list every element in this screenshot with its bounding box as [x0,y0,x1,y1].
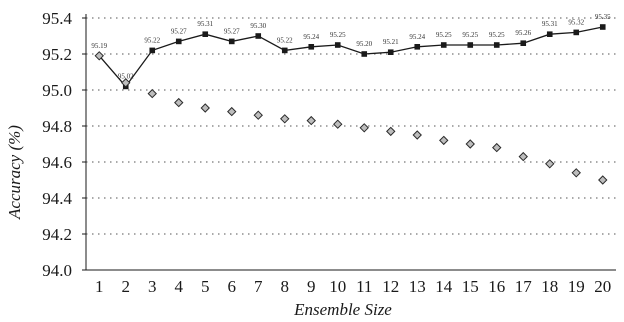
square-marker [387,49,394,55]
data-label: 95.25 [462,31,478,39]
x-tick-label: 14 [435,277,453,296]
square-marker [228,38,235,45]
square-marker [493,42,500,48]
diamond-marker [306,115,316,126]
data-label: 95.27 [224,27,240,35]
diamond-marker [598,175,608,185]
data-label: 95.27 [171,27,187,35]
x-tick-label: 11 [356,277,372,296]
square-marker [414,44,421,50]
y-axis-title: Accuracy (%) [5,125,24,220]
diamond-marker [439,135,449,146]
square-marker [599,24,606,30]
data-labels: 95.19 95.02 95.22 95.27 95.31 95.27 95.30 95.22… [91,13,611,80]
square-marker [361,51,368,57]
data-label: 95.30 [250,22,266,30]
square-marker [149,47,156,54]
x-tick-label: 4 [175,277,184,296]
square-marker [334,42,341,48]
data-label: 95.31 [542,20,558,28]
diamond-marker [333,119,343,129]
x-tick-label: 20 [594,277,611,296]
x-tick-label: 7 [254,277,263,296]
x-tick-label: 18 [541,277,558,296]
diamond-marker [121,78,131,88]
square-marker [546,31,553,37]
data-label: 95.21 [383,38,399,46]
data-label: 95.02 [118,72,134,80]
y-tick-labels: 94.0 94.2 94.4 94.6 94.8 95.0 95.2 95.4 [42,9,72,280]
data-label: 95.35 [595,13,611,21]
diamond-marker [545,159,555,169]
x-tick-label: 13 [409,277,426,296]
square-marker [202,31,209,37]
data-label: 95.25 [489,31,505,39]
data-label: 95.20 [356,40,372,48]
square-marker [308,44,315,50]
diamond-marker [280,114,290,124]
y-tick-label: 94.4 [42,189,72,208]
square-marker [175,38,182,45]
data-label: 95.24 [303,33,319,41]
square-marker [520,40,527,46]
diamond-marker [412,130,422,140]
x-tick-label: 8 [281,277,290,296]
diamond-marker [227,106,237,117]
x-axis-title: Ensemble Size [293,300,392,319]
data-label: 95.25 [330,31,346,39]
diamond-marker [253,110,263,120]
diamond-marker [465,139,475,149]
diamond-marker [492,142,502,153]
y-tick-label: 94.0 [42,261,72,280]
x-tick-label: 19 [568,277,585,296]
y-tick-label: 94.8 [42,117,72,136]
y-tick-label: 95.2 [42,45,72,64]
x-tick-label: 12 [382,277,399,296]
data-label: 95.24 [409,33,425,41]
y-tick-label: 94.6 [42,153,72,172]
x-tick-label: 5 [201,277,210,296]
diamond-marker [571,168,581,178]
square-marker [255,33,262,39]
y-tick-label: 95.0 [42,81,72,100]
diamond-marker [147,88,157,99]
square-marker [467,42,474,48]
axis-layer [82,14,616,271]
data-label: 95.22 [144,36,160,44]
series-layer [94,24,608,185]
x-tick-label: 2 [122,277,131,296]
data-label: 95.31 [197,20,213,28]
square-marker [573,29,580,36]
diamond-marker [94,51,104,61]
x-tick-labels: 1 2 3 4 5 6 7 8 9 10 11 12 13 14 15 16 17 18 19 20 [95,277,611,296]
data-label: 95.19 [91,42,107,50]
diamond-marker [174,97,184,108]
x-tick-label: 1 [95,277,104,296]
x-tick-label: 10 [329,277,346,296]
series-line [98,26,603,88]
x-tick-label: 15 [462,277,479,296]
data-label: 95.25 [436,31,452,39]
diamond-marker [386,126,396,137]
data-label: 95.22 [277,36,293,44]
y-tick-label: 94.2 [42,225,72,244]
grid-layer [86,17,616,235]
x-tick-label: 16 [488,277,505,296]
x-tick-label: 9 [307,277,316,296]
data-label: 95.26 [515,29,531,37]
diamond-marker [518,151,528,162]
diamond-marker [200,103,210,113]
data-label: 95.32 [568,18,584,26]
square-marker [281,47,288,54]
x-tick-label: 6 [228,277,237,296]
x-tick-label: 3 [148,277,157,296]
x-tick-label: 17 [515,277,533,296]
y-tick-label: 95.4 [42,9,72,28]
square-marker [440,42,447,48]
diamond-marker [359,123,369,133]
